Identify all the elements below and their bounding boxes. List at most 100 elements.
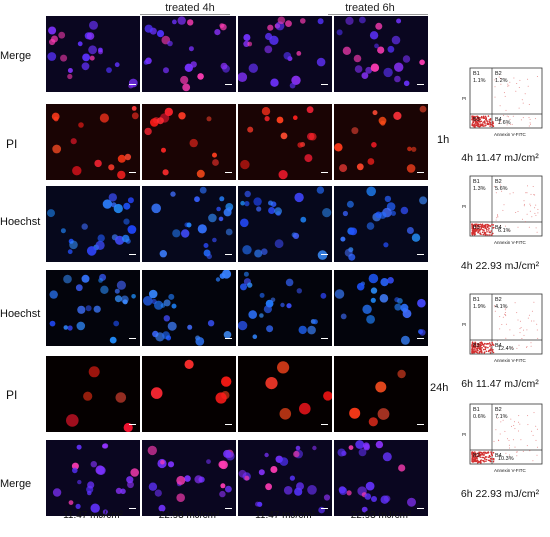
event-dot <box>474 348 476 350</box>
event-dot <box>477 345 480 347</box>
cell-nucleus <box>220 23 227 31</box>
event-dot <box>526 347 528 348</box>
cell-nucleus <box>340 313 347 320</box>
event-dot <box>480 459 482 461</box>
event-dot <box>471 116 473 118</box>
cell-nucleus <box>89 55 95 61</box>
cell-nucleus <box>270 297 276 303</box>
event-dot <box>482 125 485 127</box>
event-dot <box>484 348 487 351</box>
event-dot <box>481 223 484 226</box>
event-dot <box>519 328 521 330</box>
cell-field <box>147 445 235 512</box>
cell-nucleus <box>265 483 272 491</box>
cell-nucleus <box>102 199 113 209</box>
event-dot <box>525 192 527 194</box>
cell-nucleus <box>298 325 307 335</box>
cell-nucleus <box>316 186 325 194</box>
cell-nucleus <box>306 106 314 114</box>
event-dot <box>510 418 512 420</box>
event-dot <box>500 78 502 79</box>
event-dot <box>481 341 483 344</box>
cell-nucleus <box>295 445 301 451</box>
cell-nucleus <box>378 116 387 125</box>
cell-nucleus <box>253 197 262 206</box>
event-dot <box>537 446 538 448</box>
cell-nucleus <box>307 325 316 335</box>
cell-field <box>240 106 317 180</box>
cell-field <box>334 105 427 173</box>
cell-nucleus <box>76 321 86 331</box>
event-dot <box>509 193 511 195</box>
cell-nucleus <box>240 218 249 228</box>
quadrant-value-b1: 0.6% <box>473 414 486 420</box>
micrograph-merge-r6c4 <box>334 440 428 516</box>
quadrant-value-b4: 10.3% <box>498 456 514 462</box>
event-dot <box>512 115 514 117</box>
cell-nucleus <box>131 112 139 120</box>
event-dot <box>522 117 524 119</box>
event-dot <box>490 453 493 455</box>
cell-field <box>66 366 133 432</box>
cell-nucleus <box>114 62 120 68</box>
scale-bar <box>129 84 136 85</box>
cell-nucleus <box>60 228 66 234</box>
event-dot <box>494 79 496 81</box>
event-dot <box>488 119 491 121</box>
event-dot <box>476 349 479 351</box>
cell-nucleus <box>94 159 102 168</box>
event-dot <box>481 344 483 346</box>
cell-nucleus <box>220 62 228 70</box>
micrograph-merge-r1c2 <box>142 16 236 92</box>
event-dot <box>490 347 492 349</box>
cell-nucleus <box>292 232 300 239</box>
cell-nucleus <box>274 207 282 216</box>
scale-bar <box>225 508 232 509</box>
event-dot <box>498 440 500 442</box>
cell-nucleus <box>371 496 377 502</box>
cell-nucleus <box>225 228 233 236</box>
event-dot <box>476 345 478 348</box>
cell-nucleus <box>52 144 62 154</box>
cell-nucleus <box>394 303 402 311</box>
event-dot <box>474 452 477 455</box>
event-dot <box>486 342 489 345</box>
event-dot <box>504 314 506 316</box>
event-dot <box>530 345 532 347</box>
event-dot <box>527 317 529 319</box>
cell-nucleus <box>300 18 306 24</box>
cell-nucleus <box>380 278 389 287</box>
quadrant-label-b3: B3 <box>473 117 480 123</box>
event-dot <box>529 203 531 205</box>
column-label-3: 11.47 mJ/cm² <box>255 510 315 521</box>
cell-nucleus <box>87 481 95 489</box>
cell-nucleus <box>178 112 186 120</box>
event-dot <box>508 85 510 87</box>
event-dot <box>490 451 492 453</box>
event-dot <box>504 430 506 432</box>
time-label-24h: 24h <box>430 382 449 394</box>
cell-nucleus <box>247 41 253 47</box>
event-dot <box>533 194 535 196</box>
event-dot <box>505 307 507 309</box>
cell-nucleus <box>289 82 296 89</box>
cell-nucleus <box>167 321 177 331</box>
event-dot <box>529 122 531 124</box>
scale-bar <box>417 254 424 255</box>
event-dot <box>505 337 507 339</box>
cell-nucleus <box>77 305 86 314</box>
cell-nucleus <box>214 29 221 36</box>
cell-nucleus <box>283 486 293 495</box>
event-dot <box>482 226 485 229</box>
event-dot <box>477 123 479 125</box>
event-dot <box>483 345 485 347</box>
event-dot <box>495 192 497 194</box>
event-dot <box>474 233 477 235</box>
event-dot <box>497 215 499 217</box>
cell-nucleus <box>199 186 207 194</box>
event-dot <box>479 460 481 463</box>
event-dot <box>529 450 531 452</box>
event-dot <box>489 125 491 127</box>
cell-nucleus <box>244 190 251 198</box>
event-dot <box>494 306 496 308</box>
